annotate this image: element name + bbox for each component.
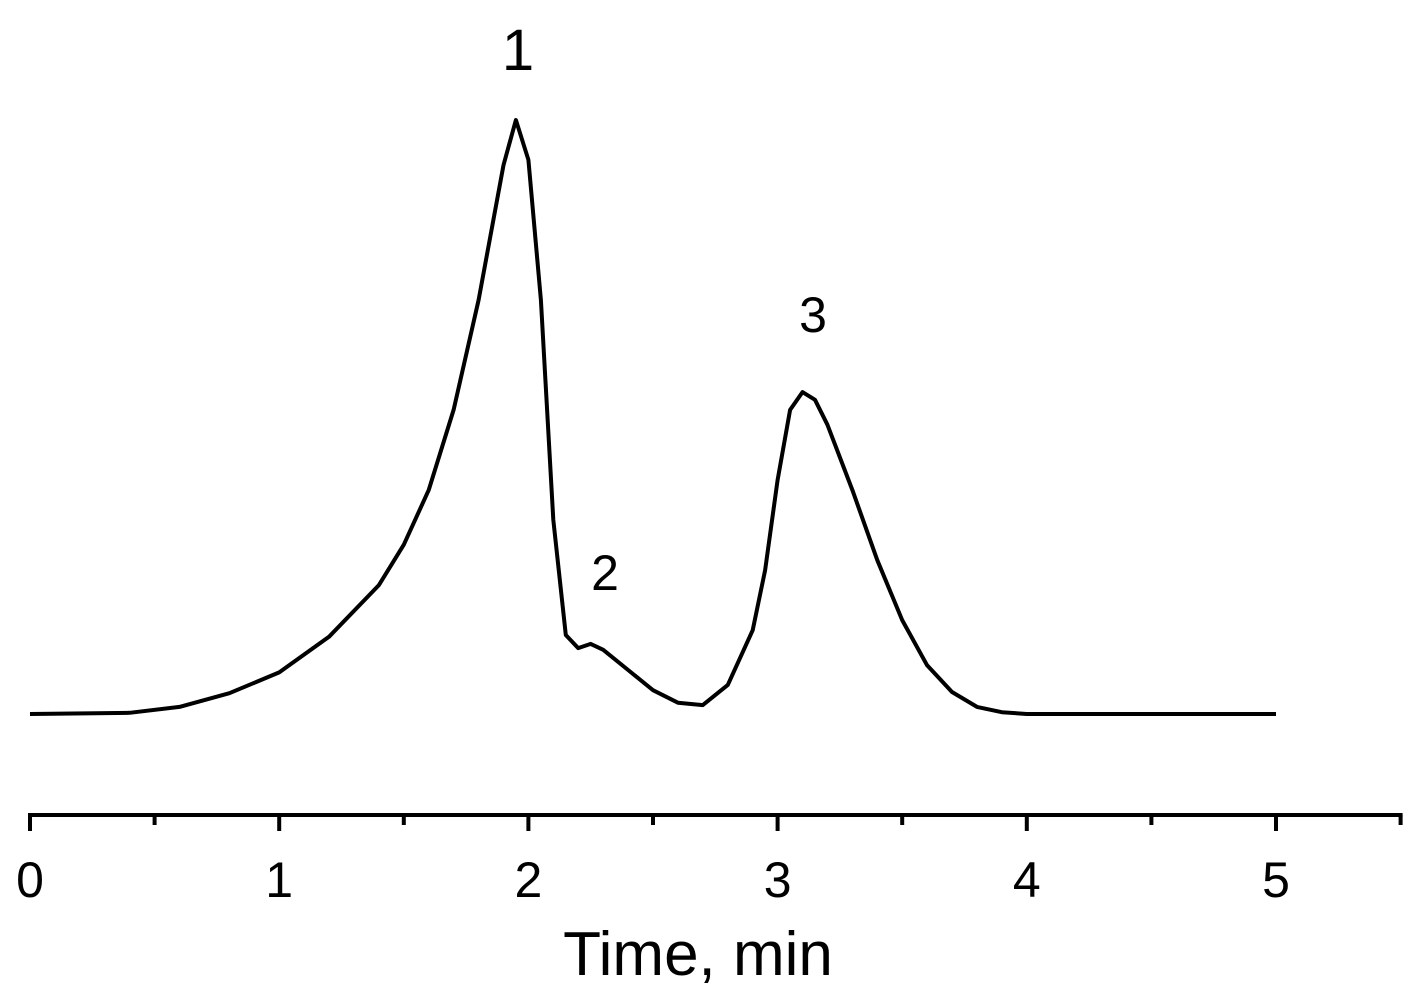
x-tick-label: 2 [514, 852, 542, 908]
x-tick-label: 4 [1013, 852, 1041, 908]
x-tick-label: 3 [764, 852, 792, 908]
peak-label: 3 [799, 287, 827, 343]
peak-label: 2 [591, 545, 619, 601]
x-tick-label: 0 [16, 852, 44, 908]
peak-label: 1 [502, 18, 534, 83]
chromatogram-line [29, 118, 1276, 716]
x-axis-label: Time, min [563, 920, 833, 989]
x-tick-label: 1 [265, 852, 293, 908]
x-tick-label: 5 [1262, 852, 1290, 908]
